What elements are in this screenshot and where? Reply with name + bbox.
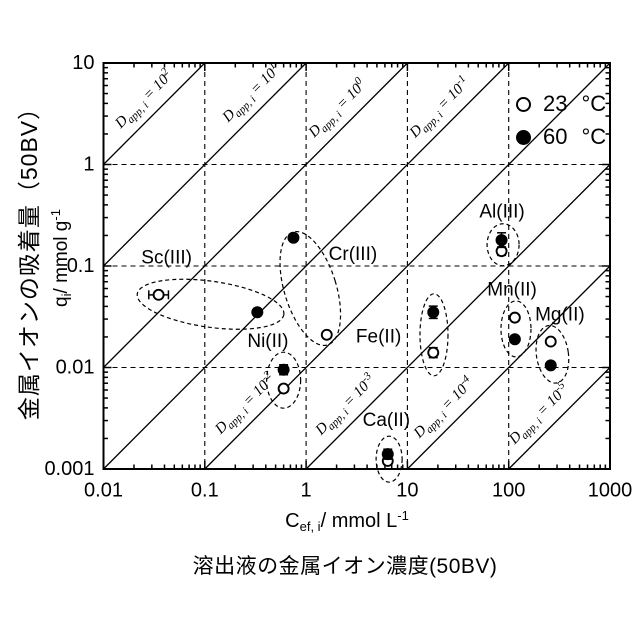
group-ellipse-mg-ii xyxy=(535,324,570,384)
y-tick-label: 10 xyxy=(72,52,94,74)
data-point-fe-ii-23-c xyxy=(427,346,440,359)
metal-label-mn-ii: Mn(II) xyxy=(487,280,537,301)
y-tick-label: 0.001 xyxy=(44,458,94,480)
metal-label-sc-iii: Sc(III) xyxy=(141,247,192,268)
legend: 23 °C 60 °C xyxy=(516,91,607,149)
data-point-ca-ii-60-c xyxy=(381,448,394,461)
legend-unit: °C xyxy=(581,91,607,116)
data-point-mn-ii-60-c xyxy=(508,333,521,346)
y-unit-superscript: -1 xyxy=(48,209,63,221)
x-tick-label: 10 xyxy=(396,480,418,502)
diagonal-line-10e-3 xyxy=(305,164,611,470)
data-point-sc-iii-60-c xyxy=(251,306,264,319)
legend-value: 23 xyxy=(543,91,568,116)
filled-circle-icon xyxy=(516,129,531,145)
legend-item-60c: 60 °C xyxy=(516,124,607,149)
data-point-ni-ii-60-c xyxy=(277,363,290,376)
legend-unit: °C xyxy=(581,124,607,149)
diagonal-line-10e1 xyxy=(103,62,307,267)
y-unit-symbol: q xyxy=(51,296,72,307)
metal-label-ca-ii: Ca(II) xyxy=(363,410,411,431)
legend-value: 60 xyxy=(543,124,568,149)
x-tick-label: 1 xyxy=(301,480,312,502)
diagonal-line-10e-4 xyxy=(406,265,611,470)
x-tick-label: 0.01 xyxy=(84,480,123,502)
y-tick-label: 1 xyxy=(83,154,94,176)
data-point-sc-iii-23-c xyxy=(152,288,165,301)
data-point-cr-iii-60-c xyxy=(287,231,300,244)
figure-caption: 溶出液の金属イオン濃度(50BV) xyxy=(192,555,498,578)
data-point-mn-ii-23-c xyxy=(508,311,521,324)
diagonal-line-10e-1 xyxy=(103,62,510,470)
axis-ticks xyxy=(102,62,611,470)
data-points xyxy=(148,231,557,467)
diagonal-line-10e-5 xyxy=(508,367,611,470)
y-tick-label: 0.01 xyxy=(56,357,95,379)
x-unit-superscript: -1 xyxy=(397,508,409,523)
x-axis-title: Cef, i/ mmol L-1 xyxy=(285,508,409,534)
y-unit-rest: / mmol g xyxy=(51,220,72,294)
group-ellipse-ni-ii xyxy=(266,351,302,409)
group-ellipse-cr-iii xyxy=(279,230,342,347)
group-ellipse-ca-ii xyxy=(375,435,403,483)
group-ellipse-mn-ii xyxy=(500,300,532,358)
x-unit-symbol: C xyxy=(285,510,300,532)
metal-label-cr-iii: Cr(III) xyxy=(329,244,378,265)
metal-label-mg-ii: Mg(II) xyxy=(535,304,585,325)
metal-label-fe-ii: Fe(II) xyxy=(356,326,401,347)
diagonal-line-10e0 xyxy=(103,62,408,368)
y-tick-label: 0.1 xyxy=(67,255,95,277)
x-unit-subscript: ef, i xyxy=(299,519,321,534)
diagonal-label-10e-2: Dapp, i = 10-2 xyxy=(209,369,281,441)
open-circle-icon xyxy=(516,96,531,112)
x-tick-label: 0.1 xyxy=(191,480,219,502)
group-ellipse-sc-iii xyxy=(136,278,285,330)
x-unit-rest: / mmol L xyxy=(320,510,398,532)
legend-item-23c: 23 °C xyxy=(516,91,607,116)
data-point-al-iii-60-c xyxy=(495,234,508,247)
group-ellipse-al-iii xyxy=(486,223,520,267)
group-ellipses xyxy=(136,223,570,483)
diagonal-label-10e-5: Dapp, i = 10-5 xyxy=(503,379,575,451)
data-point-fe-ii-60-c xyxy=(427,306,440,319)
group-ellipse-fe-ii xyxy=(419,293,449,377)
metal-label-ni-ii: Ni(II) xyxy=(247,331,288,352)
x-tick-label: 1000 xyxy=(588,480,633,502)
data-point-mg-ii-60-c xyxy=(544,359,557,372)
x-tick-label: 100 xyxy=(492,480,525,502)
data-point-cr-iii-23-c xyxy=(320,328,333,341)
metal-label-al-iii: Al(III) xyxy=(479,202,524,223)
metal-labels: Sc(III) Cr(III) Ni(II) Fe(II) Al(III) Mn(II) M… xyxy=(141,202,584,432)
diagonal-line-10e2 xyxy=(103,62,206,165)
diagonal-label-10e-4: Dapp, i = 10-4 xyxy=(408,373,480,445)
data-point-ni-ii-23-c xyxy=(277,382,290,395)
data-point-mg-ii-23-c xyxy=(544,335,557,348)
